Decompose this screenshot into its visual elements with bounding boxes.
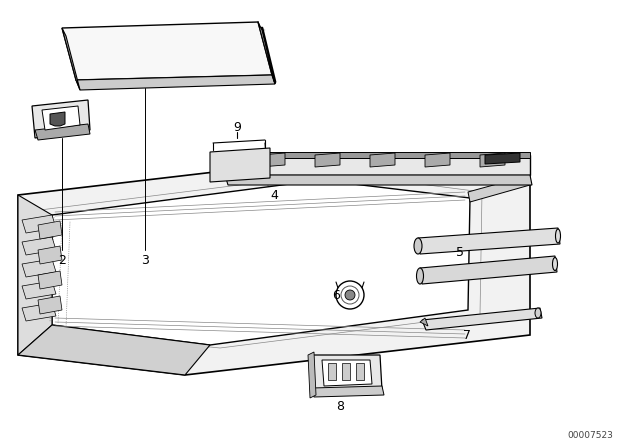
Polygon shape	[38, 296, 62, 314]
Text: 7: 7	[463, 328, 471, 341]
Polygon shape	[225, 175, 532, 185]
Polygon shape	[22, 215, 56, 233]
Ellipse shape	[552, 258, 557, 271]
Polygon shape	[76, 75, 275, 90]
Polygon shape	[425, 153, 450, 167]
Polygon shape	[22, 281, 56, 299]
Polygon shape	[315, 153, 340, 167]
Polygon shape	[38, 221, 62, 239]
Polygon shape	[18, 155, 530, 375]
Circle shape	[345, 290, 355, 300]
Polygon shape	[258, 22, 275, 84]
Polygon shape	[18, 325, 210, 375]
Polygon shape	[32, 100, 90, 138]
Polygon shape	[62, 28, 80, 90]
Polygon shape	[22, 259, 56, 277]
Polygon shape	[468, 175, 530, 202]
Text: 4: 4	[270, 189, 278, 202]
Polygon shape	[422, 308, 542, 330]
Polygon shape	[52, 180, 470, 345]
Text: 8: 8	[336, 400, 344, 413]
Polygon shape	[260, 153, 285, 167]
Polygon shape	[370, 153, 395, 167]
Polygon shape	[420, 318, 428, 326]
Ellipse shape	[417, 268, 424, 284]
Polygon shape	[38, 246, 62, 264]
Text: 2: 2	[58, 254, 66, 267]
Polygon shape	[22, 237, 56, 255]
Text: 5: 5	[456, 246, 464, 258]
Polygon shape	[38, 271, 62, 289]
Polygon shape	[50, 112, 65, 126]
Polygon shape	[485, 153, 520, 164]
Polygon shape	[356, 363, 364, 380]
Ellipse shape	[414, 238, 422, 254]
Polygon shape	[210, 148, 270, 182]
Polygon shape	[18, 195, 52, 355]
Ellipse shape	[556, 229, 561, 243]
Text: 6: 6	[332, 289, 340, 302]
Polygon shape	[225, 152, 530, 158]
Polygon shape	[322, 360, 372, 386]
Text: 3: 3	[141, 254, 149, 267]
Polygon shape	[312, 386, 384, 397]
Polygon shape	[328, 363, 336, 380]
Polygon shape	[42, 106, 80, 130]
Text: 00007523: 00007523	[567, 431, 613, 439]
Polygon shape	[420, 256, 557, 284]
Polygon shape	[310, 355, 382, 392]
Polygon shape	[342, 363, 350, 380]
Circle shape	[336, 281, 364, 309]
Polygon shape	[418, 228, 560, 254]
Polygon shape	[62, 22, 272, 80]
Polygon shape	[225, 155, 530, 175]
Text: 9: 9	[233, 121, 241, 134]
Polygon shape	[308, 352, 316, 398]
Polygon shape	[480, 153, 505, 167]
Ellipse shape	[535, 308, 541, 318]
Polygon shape	[35, 124, 90, 140]
Polygon shape	[22, 303, 56, 321]
